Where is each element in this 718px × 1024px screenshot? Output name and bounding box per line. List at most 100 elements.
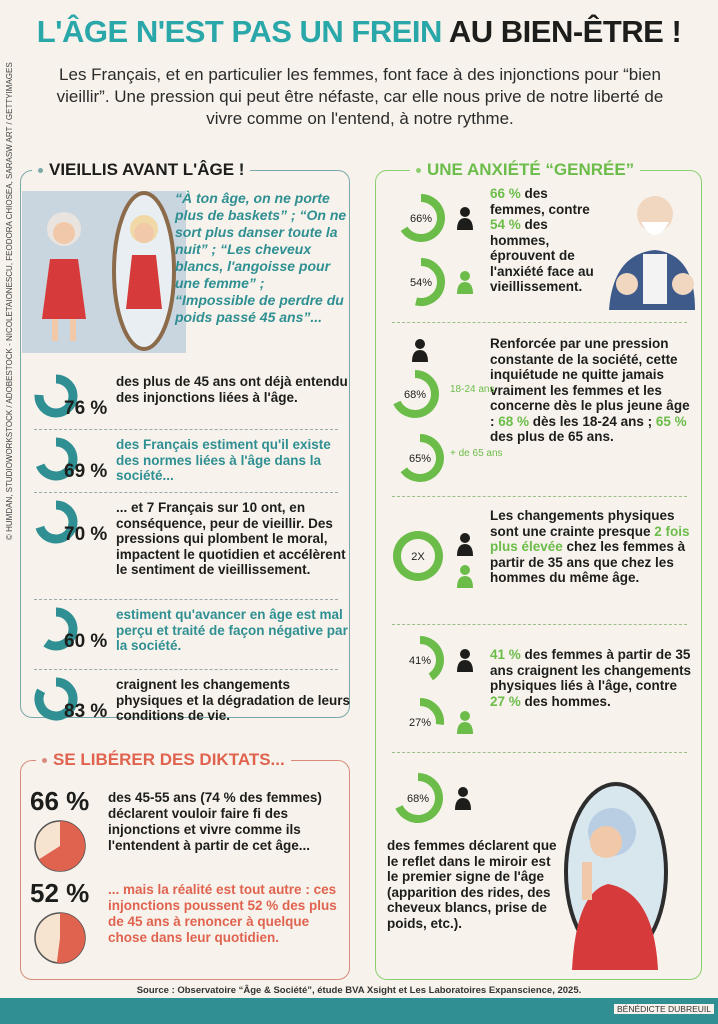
stat-arc (43, 607, 78, 651)
pie-slice (38, 821, 85, 871)
stat-arc (34, 677, 78, 721)
men-anxiety-ring-arc (415, 258, 445, 306)
woman-icon (455, 787, 471, 810)
page-title: L'ÂGE N'EST PAS UN FREIN AU BIEN-ÊTRE ! (0, 14, 718, 50)
stat-arc-icon (34, 374, 78, 418)
bullet-icon (416, 168, 421, 174)
physical-fear-text-part: Les changements physiques sont une crain… (490, 508, 675, 539)
stat-percent: 60 % (64, 631, 108, 652)
double-fear-ring: 2X (393, 531, 443, 581)
stat-text: craignent les changements physiques et l… (116, 677, 351, 723)
author-credit: BÉNÉDICTE DUBREUIL (614, 1004, 714, 1014)
stat-text: des plus de 45 ans ont déjà entendu des … (116, 374, 348, 405)
title-part-2: AU BIEN-ÊTRE ! (448, 14, 682, 49)
divider (34, 669, 338, 670)
old-man-illustration (609, 196, 695, 310)
men-anxiety-ring-label: 54% (410, 277, 432, 289)
source-note: Source : Observatoire “Âge & Société”, é… (136, 985, 582, 996)
women-changes-ring-label: 41% (409, 655, 431, 667)
man-icon (457, 565, 473, 588)
pressure-text-part: dès les 18-24 ans ; (529, 413, 656, 429)
young-women-ring-arc (393, 370, 439, 418)
bullet-icon (38, 168, 43, 174)
physical-fear-text-part: chez les femmes à partir de 35 ans que c… (490, 539, 686, 585)
double-fear-ring-arc (393, 531, 443, 581)
woman-icon (457, 649, 473, 672)
bottom-stat-text: des 45-55 ans (74 % des femmes) déclaren… (108, 790, 322, 853)
mirror-ring-label: 68% (407, 793, 429, 805)
stat-text: estiment qu'avancer en âge est mal perçu… (116, 607, 348, 653)
woman-icon (457, 207, 473, 230)
stat-percent: 69 % (64, 461, 108, 482)
anxiety-text: 66 % des femmes, contre 54 % des hommes,… (490, 186, 605, 295)
old-women-ring: 65% (400, 434, 444, 482)
women-anxiety-ring: 66% (400, 194, 445, 242)
divider (34, 492, 338, 493)
old-women-ring-arc (400, 434, 444, 482)
right-section-title-text: UNE ANXIÉTÉ “GENRÉE” (427, 160, 635, 179)
divider (392, 752, 687, 753)
age-group-label: + de 65 ans (450, 448, 503, 459)
left-section-title-text: VIEILLIS AVANT L'ÂGE ! (49, 160, 245, 179)
pressure-text: Renforcée par une pression constante de … (490, 336, 695, 445)
changes-text-part: des hommes. (520, 693, 611, 709)
mirror-text: des femmes déclarent que le reflet dans … (387, 838, 557, 931)
changes-text-part: des femmes à partir de 35 ans craignent … (490, 647, 692, 693)
women-changes-ring: 41% (409, 636, 444, 681)
young-women-ring-label: 68% (404, 389, 426, 401)
physical-fear-highlight: 2 fois plus élevée (490, 523, 690, 555)
changes-men-value: 27 % (490, 693, 521, 709)
stat-percent: 83 % (64, 701, 108, 722)
anxiety-women-value: 66 % (490, 186, 521, 201)
changes-text: 41 % des femmes à partir de 35 ans craig… (490, 647, 695, 709)
pie-chart-icon (34, 912, 86, 964)
women-anxiety-ring-arc (400, 194, 445, 242)
man-icon (457, 271, 473, 294)
left-section-title: VIEILLIS AVANT L'ÂGE ! (32, 160, 251, 180)
stat-arc-icon (43, 607, 78, 651)
stat-arc (36, 437, 78, 481)
divider (392, 322, 687, 323)
young-women-ring: 68% (393, 370, 439, 418)
stat-arc-icon (35, 500, 78, 544)
double-fear-ring-label: 2X (411, 551, 425, 563)
women-changes-ring-arc (419, 636, 444, 681)
divider (34, 599, 338, 600)
stat-arc (34, 374, 78, 418)
mirror-illustration (22, 191, 186, 353)
changes-women-value: 41 % (490, 647, 521, 662)
quote-text: “À ton âge, on ne porte plus de baskets”… (175, 190, 347, 325)
stat-arc-icon (36, 437, 78, 481)
bottom-section-title-text: SE LIBÉRER DES DIKTATS... (53, 750, 285, 769)
bottom-stat-percent: 52 % (30, 878, 90, 908)
divider (392, 496, 687, 497)
physical-fear-text: Les changements physiques sont une crain… (490, 508, 695, 586)
stat-arc-icon (34, 677, 78, 721)
stat-text: ... et 7 Français sur 10 ont, en conséqu… (116, 500, 346, 577)
stat-percent: 76 % (64, 398, 108, 419)
men-changes-ring-arc (419, 698, 444, 726)
stat-arc (35, 500, 78, 544)
mirror-ring: 68% (395, 773, 443, 823)
bottom-stat-percent: 66 % (30, 786, 90, 816)
man-icon (457, 711, 473, 734)
old-women-ring-label: 65% (409, 453, 431, 465)
stat-percent: 70 % (64, 524, 108, 545)
pressure-text-part: des plus de 65 ans. (490, 429, 614, 444)
women-anxiety-ring-label: 66% (410, 213, 432, 225)
title-part-1: L'ÂGE N'EST PAS UN FREIN (36, 14, 443, 49)
men-changes-ring: 27% (409, 698, 444, 729)
pie-slice (56, 913, 85, 963)
anxiety-men-value: 54 % (490, 217, 521, 232)
men-changes-ring-label: 27% (409, 717, 431, 729)
bottom-stat-text: ... mais la réalité est tout autre : ces… (108, 882, 337, 945)
footer-bar (0, 998, 718, 1024)
stat-text: des Français estiment qu'il existe des n… (116, 437, 331, 483)
men-anxiety-ring: 54% (410, 258, 445, 306)
woman-icon (457, 533, 473, 556)
intro-paragraph: Les Français, et en particulier les femm… (56, 65, 664, 128)
pressure-text-part: Renforcée par une pression constante de … (490, 336, 690, 429)
mirror-ring-arc (395, 773, 443, 823)
divider (34, 429, 338, 430)
